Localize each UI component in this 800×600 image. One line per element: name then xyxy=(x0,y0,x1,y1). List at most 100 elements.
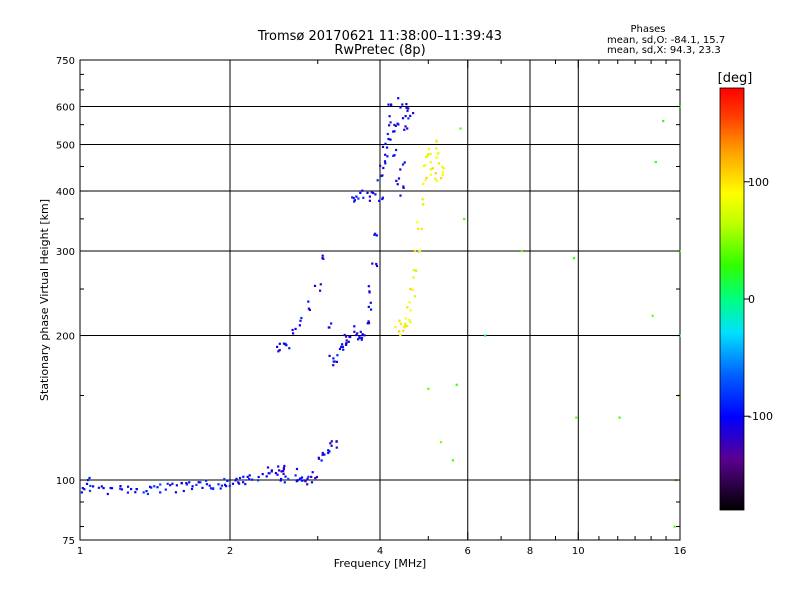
data-point xyxy=(437,162,440,165)
data-point xyxy=(408,301,411,304)
data-point xyxy=(321,254,324,257)
data-point xyxy=(353,199,356,202)
data-point xyxy=(261,473,264,476)
data-point xyxy=(303,479,306,482)
data-point xyxy=(409,114,412,117)
data-point xyxy=(387,137,390,141)
data-point xyxy=(673,525,676,528)
data-point xyxy=(424,178,427,182)
data-point xyxy=(429,153,432,156)
data-point xyxy=(80,491,83,494)
data-point xyxy=(402,185,405,188)
data-point xyxy=(242,481,245,484)
data-point xyxy=(429,161,432,164)
data-point xyxy=(153,485,156,488)
data-point xyxy=(83,488,86,491)
data-point xyxy=(156,486,159,489)
y-tick-label: 100 xyxy=(56,476,75,487)
data-point xyxy=(328,354,331,357)
y-tick-label: 75 xyxy=(62,536,75,547)
data-point xyxy=(328,326,331,329)
data-point xyxy=(145,490,148,493)
data-point xyxy=(373,233,376,236)
data-point xyxy=(375,234,378,237)
data-point xyxy=(401,117,405,120)
data-point xyxy=(321,257,324,260)
grid-lines xyxy=(80,60,680,540)
data-point xyxy=(439,441,443,444)
y-axis-ticks: 75 100 200 300 400 500 600 750 xyxy=(56,56,680,547)
data-point xyxy=(102,487,105,490)
data-point xyxy=(367,320,370,323)
data-point xyxy=(284,343,287,346)
data-point xyxy=(360,336,364,339)
data-point xyxy=(150,486,153,489)
data-point xyxy=(295,467,299,471)
data-point xyxy=(282,466,285,469)
data-point xyxy=(393,154,396,157)
data-point xyxy=(367,285,370,288)
data-point xyxy=(371,262,374,265)
data-point xyxy=(386,132,389,136)
data-point xyxy=(383,160,387,163)
data-point xyxy=(100,485,103,488)
data-point xyxy=(332,364,335,367)
data-point xyxy=(366,191,369,194)
data-point xyxy=(451,459,454,462)
data-point xyxy=(347,340,350,343)
data-point xyxy=(335,446,338,449)
data-point xyxy=(415,269,418,272)
data-point xyxy=(375,264,379,268)
x-tick-label: 1 xyxy=(77,546,83,557)
data-point xyxy=(126,491,129,494)
data-point xyxy=(374,232,377,235)
data-point xyxy=(195,483,198,486)
data-point xyxy=(294,327,297,330)
data-point xyxy=(394,326,397,329)
data-point xyxy=(406,306,409,309)
data-point xyxy=(429,168,432,171)
data-point xyxy=(327,449,330,452)
data-point xyxy=(381,196,384,199)
data-point xyxy=(341,343,344,346)
data-point xyxy=(329,442,332,445)
data-point xyxy=(166,482,169,485)
data-point xyxy=(190,487,194,491)
data-point xyxy=(288,347,291,350)
data-point xyxy=(406,324,409,328)
data-point xyxy=(396,122,399,125)
data-point xyxy=(205,483,208,486)
data-point xyxy=(332,360,335,363)
data-point xyxy=(401,103,404,106)
data-point xyxy=(209,487,213,490)
data-point xyxy=(185,482,188,485)
data-point xyxy=(159,491,162,494)
data-point xyxy=(425,176,428,179)
data-point xyxy=(345,335,348,338)
data-point xyxy=(134,491,137,494)
data-point xyxy=(651,314,654,317)
data-point xyxy=(307,300,310,303)
data-point xyxy=(340,345,343,348)
data-point xyxy=(424,164,427,167)
data-point xyxy=(370,308,373,311)
data-point xyxy=(87,479,90,482)
data-point xyxy=(398,330,401,333)
data-point xyxy=(282,470,285,473)
data-point xyxy=(234,479,237,482)
data-point xyxy=(388,124,391,127)
data-point xyxy=(338,347,342,351)
data-point xyxy=(399,333,402,337)
data-point xyxy=(237,481,240,484)
data-point xyxy=(381,197,384,201)
data-point xyxy=(217,483,220,486)
data-point xyxy=(441,173,444,176)
data-point xyxy=(300,479,303,482)
data-point xyxy=(220,484,223,487)
data-point xyxy=(235,477,238,480)
data-point xyxy=(231,482,235,485)
data-point xyxy=(455,383,458,386)
data-point xyxy=(330,444,333,447)
data-point xyxy=(422,203,425,206)
data-point xyxy=(135,488,138,491)
